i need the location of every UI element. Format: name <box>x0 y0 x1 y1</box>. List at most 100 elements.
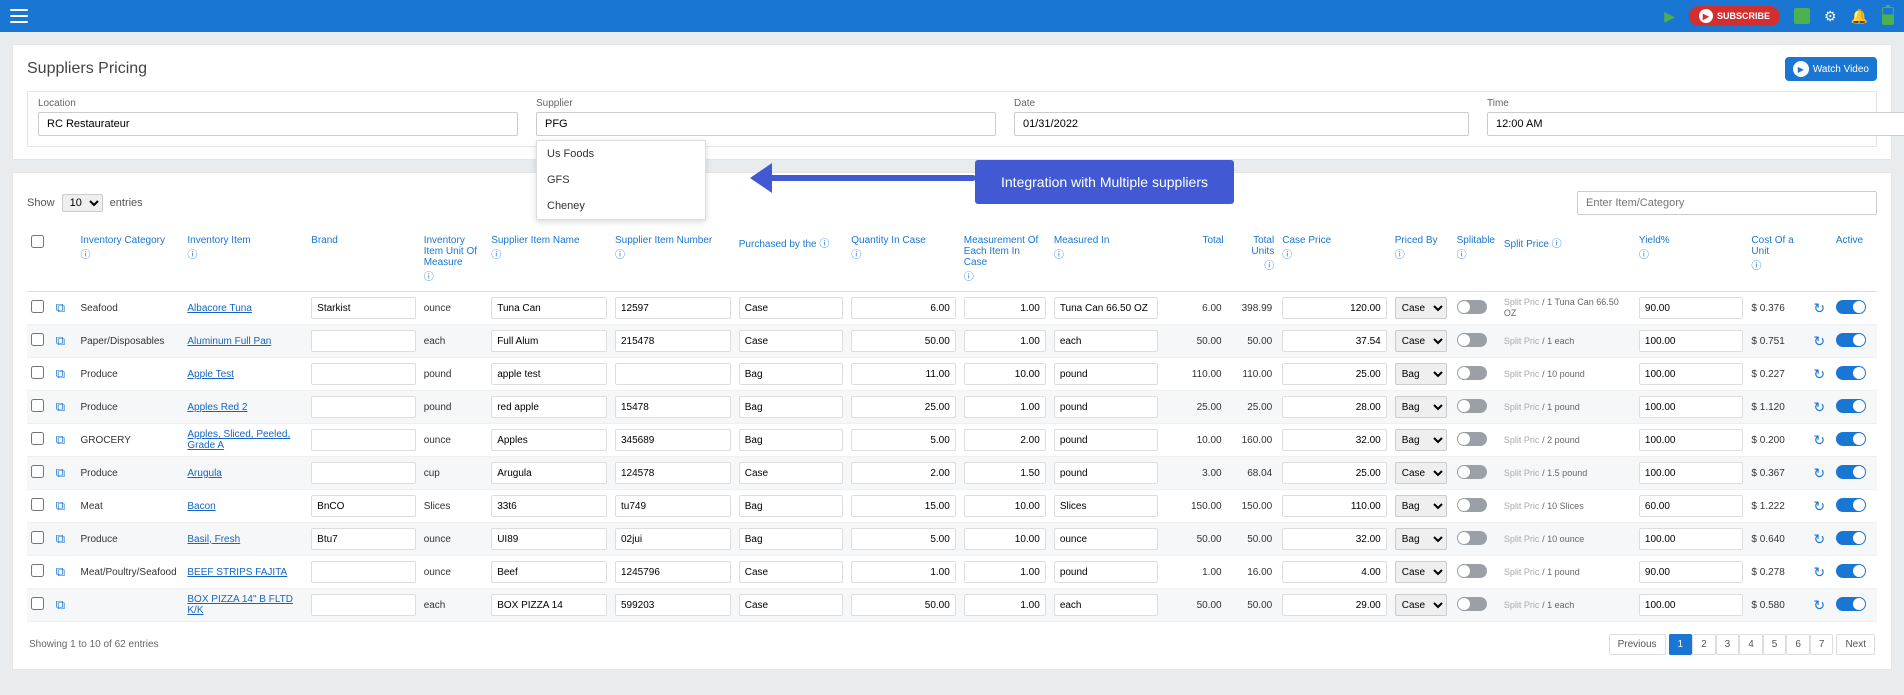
copy-icon[interactable]: ⧉ <box>56 432 65 447</box>
row-checkbox[interactable] <box>31 366 44 379</box>
yield-input[interactable] <box>1639 396 1744 418</box>
search-input[interactable] <box>1577 191 1877 215</box>
active-toggle[interactable] <box>1836 366 1866 380</box>
col-qty[interactable]: Quantity In Case <box>851 235 925 246</box>
supplier-name-input[interactable] <box>491 330 607 352</box>
purchased-by-input[interactable] <box>739 297 844 319</box>
col-meas[interactable]: Measurement Of Each Item In Case <box>964 235 1038 268</box>
splitable-toggle[interactable] <box>1457 399 1487 413</box>
copy-icon[interactable]: ⧉ <box>56 399 65 414</box>
purchased-by-input[interactable] <box>739 363 844 385</box>
supplier-option[interactable]: Us Foods <box>537 141 705 167</box>
inventory-item-link[interactable]: Bacon <box>187 501 215 512</box>
supplier-num-input[interactable] <box>615 396 731 418</box>
purchased-by-input[interactable] <box>739 396 844 418</box>
row-checkbox[interactable] <box>31 300 44 313</box>
measured-in-input[interactable] <box>1054 561 1159 583</box>
case-price-input[interactable] <box>1282 495 1387 517</box>
supplier-num-input[interactable] <box>615 363 731 385</box>
supplier-num-input[interactable] <box>615 594 731 616</box>
page-next[interactable]: Next <box>1836 634 1875 655</box>
brand-input[interactable] <box>311 429 416 451</box>
yield-input[interactable] <box>1639 297 1744 319</box>
supplier-name-input[interactable] <box>491 561 607 583</box>
brand-input[interactable] <box>311 396 416 418</box>
play-store-icon[interactable]: ▶ <box>1664 8 1675 25</box>
inventory-item-link[interactable]: BOX PIZZA 14" B FLTD K/K <box>187 594 293 616</box>
brand-input[interactable] <box>311 561 416 583</box>
yield-input[interactable] <box>1639 495 1744 517</box>
measurement-input[interactable] <box>964 528 1046 550</box>
reset-icon[interactable]: ↻ <box>1813 333 1825 349</box>
purchased-by-input[interactable] <box>739 330 844 352</box>
subscribe-button[interactable]: ▶SUBSCRIBE <box>1689 6 1780 26</box>
priced-by-select[interactable]: Bag <box>1395 528 1447 550</box>
brand-input[interactable] <box>311 594 416 616</box>
supplier-name-input[interactable] <box>491 396 607 418</box>
splitable-toggle[interactable] <box>1457 564 1487 578</box>
page-number[interactable]: 2 <box>1692 634 1716 655</box>
brand-input[interactable] <box>311 495 416 517</box>
purchased-by-input[interactable] <box>739 561 844 583</box>
case-price-input[interactable] <box>1282 363 1387 385</box>
qty-input[interactable] <box>851 528 956 550</box>
yield-input[interactable] <box>1639 429 1744 451</box>
copy-icon[interactable]: ⧉ <box>56 531 65 546</box>
priced-by-select[interactable]: Bag <box>1395 396 1447 418</box>
brand-input[interactable] <box>311 297 416 319</box>
active-toggle[interactable] <box>1836 333 1866 347</box>
case-price-input[interactable] <box>1282 429 1387 451</box>
priced-by-select[interactable]: Case <box>1395 330 1447 352</box>
reset-icon[interactable]: ↻ <box>1813 399 1825 415</box>
measurement-input[interactable] <box>964 297 1046 319</box>
active-toggle[interactable] <box>1836 432 1866 446</box>
app-icon[interactable] <box>1794 8 1810 24</box>
purchased-by-input[interactable] <box>739 528 844 550</box>
col-min[interactable]: Measured In <box>1054 235 1110 246</box>
copy-icon[interactable]: ⧉ <box>56 333 65 348</box>
measured-in-input[interactable] <box>1054 495 1159 517</box>
yield-input[interactable] <box>1639 363 1744 385</box>
copy-icon[interactable]: ⧉ <box>56 300 65 315</box>
brand-input[interactable] <box>311 528 416 550</box>
active-toggle[interactable] <box>1836 597 1866 611</box>
case-price-input[interactable] <box>1282 561 1387 583</box>
supplier-option[interactable]: Cheney <box>537 193 705 219</box>
case-price-input[interactable] <box>1282 297 1387 319</box>
supplier-name-input[interactable] <box>491 495 607 517</box>
supplier-num-input[interactable] <box>615 297 731 319</box>
row-checkbox[interactable] <box>31 399 44 412</box>
measured-in-input[interactable] <box>1054 462 1159 484</box>
inventory-item-link[interactable]: BEEF STRIPS FAJITA <box>187 567 287 578</box>
active-toggle[interactable] <box>1836 498 1866 512</box>
page-prev[interactable]: Previous <box>1609 634 1666 655</box>
inventory-item-link[interactable]: Aluminum Full Pan <box>187 336 271 347</box>
inventory-item-link[interactable]: Albacore Tuna <box>187 303 252 314</box>
qty-input[interactable] <box>851 462 956 484</box>
reset-icon[interactable]: ↻ <box>1813 366 1825 382</box>
supplier-num-input[interactable] <box>615 330 731 352</box>
measurement-input[interactable] <box>964 594 1046 616</box>
purchased-by-input[interactable] <box>739 594 844 616</box>
active-toggle[interactable] <box>1836 300 1866 314</box>
reset-icon[interactable]: ↻ <box>1813 597 1825 613</box>
col-uom[interactable]: Inventory Item Unit Of Measure <box>424 235 477 268</box>
inventory-item-link[interactable]: Basil, Fresh <box>187 534 240 545</box>
row-checkbox[interactable] <box>31 564 44 577</box>
brand-input[interactable] <box>311 462 416 484</box>
splitable-toggle[interactable] <box>1457 333 1487 347</box>
inventory-item-link[interactable]: Apples, Sliced, Peeled, Grade A <box>187 429 290 451</box>
col-pby[interactable]: Purchased by the <box>739 239 817 250</box>
splitable-toggle[interactable] <box>1457 366 1487 380</box>
col-priced-by[interactable]: Priced By <box>1395 235 1438 246</box>
row-checkbox[interactable] <box>31 531 44 544</box>
yield-input[interactable] <box>1639 594 1744 616</box>
qty-input[interactable] <box>851 594 956 616</box>
supplier-num-input[interactable] <box>615 495 731 517</box>
brand-input[interactable] <box>311 330 416 352</box>
priced-by-select[interactable]: Case <box>1395 462 1447 484</box>
qty-input[interactable] <box>851 297 956 319</box>
supplier-name-input[interactable] <box>491 594 607 616</box>
splitable-toggle[interactable] <box>1457 300 1487 314</box>
measured-in-input[interactable] <box>1054 594 1159 616</box>
